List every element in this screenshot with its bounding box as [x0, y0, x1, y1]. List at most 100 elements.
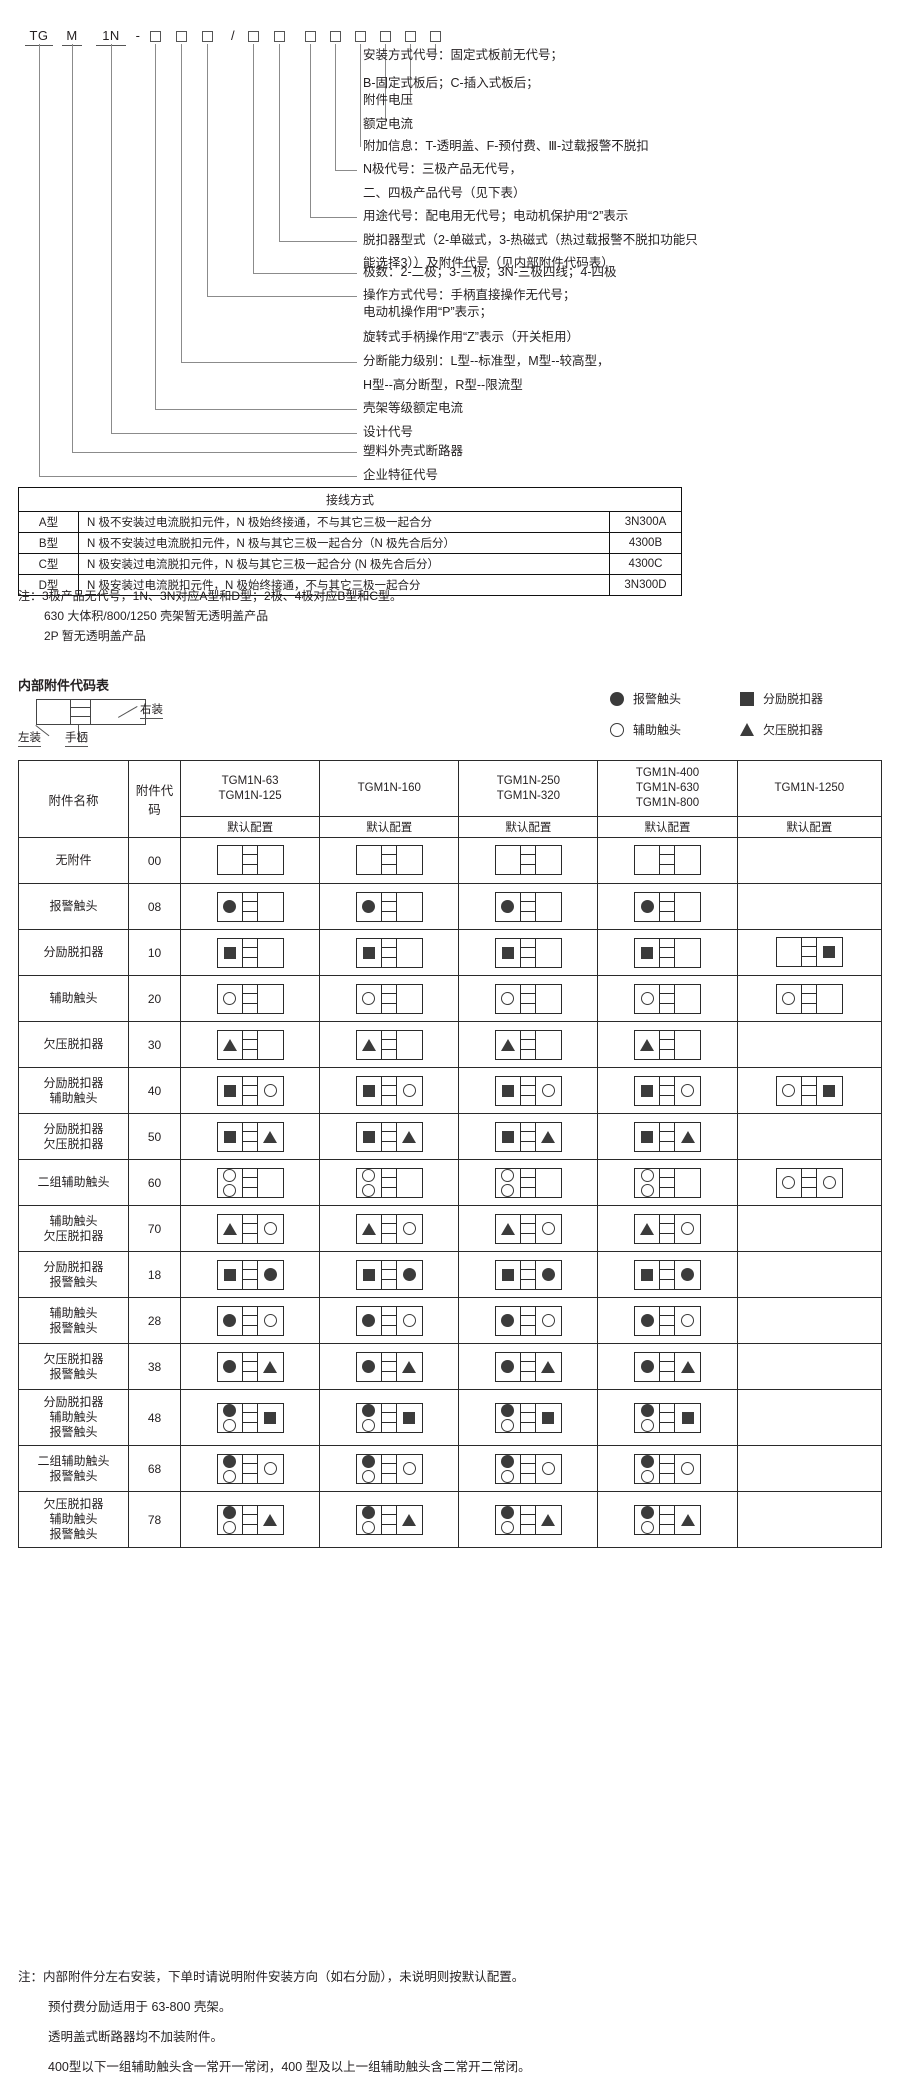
open-circle-icon — [610, 722, 624, 737]
symbol-stack-left — [223, 1360, 237, 1373]
symbol-stack-right — [263, 1130, 278, 1143]
model-code-box-4[interactable] — [274, 31, 285, 42]
accessory-config-cell — [319, 837, 460, 884]
symbol-stack-left — [501, 1130, 514, 1143]
c-open-icon — [822, 1176, 836, 1189]
handle-segment — [381, 1132, 396, 1142]
c-open-icon — [362, 1183, 376, 1197]
c-open-icon — [501, 992, 515, 1005]
symbol-stack-left — [223, 946, 236, 959]
breaker-face-right-pane — [397, 1455, 422, 1483]
c-open-icon — [263, 1222, 277, 1235]
bottom-note-line-0: 注：内部附件分左右安装，下单时请说明附件安装方向（如右分励），未说明则按默认配置… — [18, 1970, 525, 1984]
leader-horizontal-9 — [181, 362, 357, 363]
breaker-face-glyph — [634, 1075, 702, 1106]
accessory-name-cell: 辅助触头 欠压脱扣器 — [18, 1205, 129, 1252]
wiring-code-cell: 3N300A — [609, 511, 682, 533]
model-code-box-5[interactable] — [305, 31, 316, 42]
c-fill-icon — [362, 1454, 376, 1468]
breaker-face-glyph — [775, 983, 843, 1014]
breaker-face-handle — [242, 892, 258, 921]
symbol-stack-left — [362, 1168, 376, 1197]
wiring-desc-cell: N 极安装过电流脱扣元件，N 极与其它三极一起合分 (N 极先合后分） — [78, 553, 610, 575]
accessory-config-cell — [179, 1067, 321, 1114]
accessory-config-cell — [458, 1021, 599, 1068]
handle-segment — [520, 1178, 535, 1188]
breaker-face-handle — [242, 1214, 258, 1243]
model-code-box-0[interactable] — [150, 31, 161, 42]
breaker-face-glyph — [216, 1504, 284, 1535]
breaker-face-handle — [660, 1260, 676, 1289]
symbol-legend-row: 辅助触头 欠压脱扣器 — [610, 721, 890, 738]
legend-line-2: 附件电压 — [363, 93, 414, 107]
model-code-box-1[interactable] — [176, 31, 187, 42]
accessory-config-cell — [179, 837, 321, 884]
breaker-face-right-pane — [536, 1353, 561, 1381]
leader-horizontal-7 — [253, 273, 357, 274]
t-fill-icon — [541, 1130, 556, 1143]
upper-note-line-1: 630 大体积/800/1250 壳架暂无透明盖产品 — [44, 609, 269, 623]
c-open-icon — [541, 1222, 555, 1235]
breaker-face-left-pane — [496, 1260, 521, 1289]
leader-horizontal-6 — [279, 241, 357, 242]
handle-segment — [242, 855, 257, 865]
breaker-face-right-pane — [397, 1307, 422, 1335]
symbol-stack-right — [263, 1084, 277, 1097]
symbol-stack-left — [223, 1505, 237, 1534]
c-open-icon — [501, 1183, 515, 1197]
t-fill-icon — [263, 1513, 278, 1526]
model-code-box-8[interactable] — [380, 31, 391, 42]
model-code-box-10[interactable] — [430, 31, 441, 42]
accessory-config-cell — [319, 1343, 460, 1390]
accessory-config-cell — [458, 1491, 599, 1548]
accessory-header-model-2: TGM1N-250 TGM1N-320 — [458, 760, 599, 817]
breaker-face-glyph — [216, 1121, 284, 1152]
breaker-face-left-pane — [777, 1076, 802, 1105]
handle-segment — [382, 865, 396, 874]
handle-segment — [382, 1188, 396, 1197]
model-code-box-7[interactable] — [355, 31, 366, 42]
mounting-leader-handle — [78, 725, 79, 741]
accessory-header-model-1: TGM1N-160 — [319, 760, 460, 817]
breaker-face-glyph — [634, 1213, 702, 1244]
handle-segment — [382, 1234, 396, 1243]
accessory-config-cell — [736, 1113, 883, 1160]
accessory-config-cell — [736, 1491, 883, 1548]
accessory-code-cell: 18 — [128, 1251, 181, 1298]
accessory-config-cell — [179, 1251, 321, 1298]
accessory-config-cell — [597, 1343, 738, 1390]
c-fill-icon — [223, 1360, 237, 1373]
breaker-face-left-pane — [635, 1030, 661, 1059]
symbol-stack-right — [680, 1130, 695, 1143]
symbol-stack-right — [541, 1130, 556, 1143]
symbol-stack-right — [681, 1268, 695, 1281]
model-code-box-2[interactable] — [202, 31, 213, 42]
breaker-face-glyph — [216, 1351, 284, 1382]
breaker-face-glyph — [216, 983, 284, 1014]
model-code-box-9[interactable] — [405, 31, 416, 42]
symbol-stack-right — [263, 1314, 277, 1327]
handle-segment — [660, 1040, 675, 1050]
handle-segment — [802, 1096, 816, 1105]
wiring-desc-cell: N 极不安装过电流脱扣元件，N 极始终接通，不与其它三极一起合分 — [78, 511, 610, 533]
breaker-face-glyph — [634, 891, 702, 922]
t-fill-icon — [222, 1038, 237, 1051]
accessory-config-cell — [597, 1389, 738, 1446]
mounting-divider-left — [70, 699, 71, 725]
wiring-table-row: C型 N 极安装过电流脱扣元件，N 极与其它三极一起合分 (N 极先合后分） 430… — [18, 553, 682, 575]
t-fill-icon — [361, 1038, 376, 1051]
breaker-face-right-pane — [258, 1353, 283, 1381]
model-code-box-6[interactable] — [330, 31, 341, 42]
accessory-config-cell — [179, 1445, 321, 1492]
accessory-code-cell: 48 — [128, 1389, 181, 1446]
breaker-face-left-pane — [357, 1076, 382, 1105]
handle-segment — [382, 958, 396, 967]
accessory-code-cell: 60 — [128, 1159, 181, 1206]
breaker-face-right-pane — [675, 985, 700, 1013]
breaker-face-handle — [242, 1260, 258, 1289]
model-code-box-3[interactable] — [248, 31, 259, 42]
accessory-code-cell: 50 — [128, 1113, 181, 1160]
handle-segment — [521, 1326, 535, 1335]
accessory-header-default-config-3: 默认配置 — [597, 816, 738, 838]
wiring-code-cell: 4300B — [609, 532, 682, 554]
